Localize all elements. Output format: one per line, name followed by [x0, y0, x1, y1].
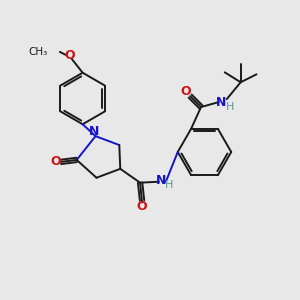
Text: H: H [165, 180, 173, 190]
Text: CH₃: CH₃ [29, 47, 48, 57]
Text: O: O [51, 155, 61, 168]
Text: N: N [216, 96, 226, 109]
Text: H: H [226, 102, 234, 112]
Text: O: O [181, 85, 191, 98]
Text: N: N [89, 125, 100, 138]
Text: O: O [137, 200, 147, 213]
Text: N: N [156, 174, 166, 187]
Text: O: O [64, 50, 75, 62]
